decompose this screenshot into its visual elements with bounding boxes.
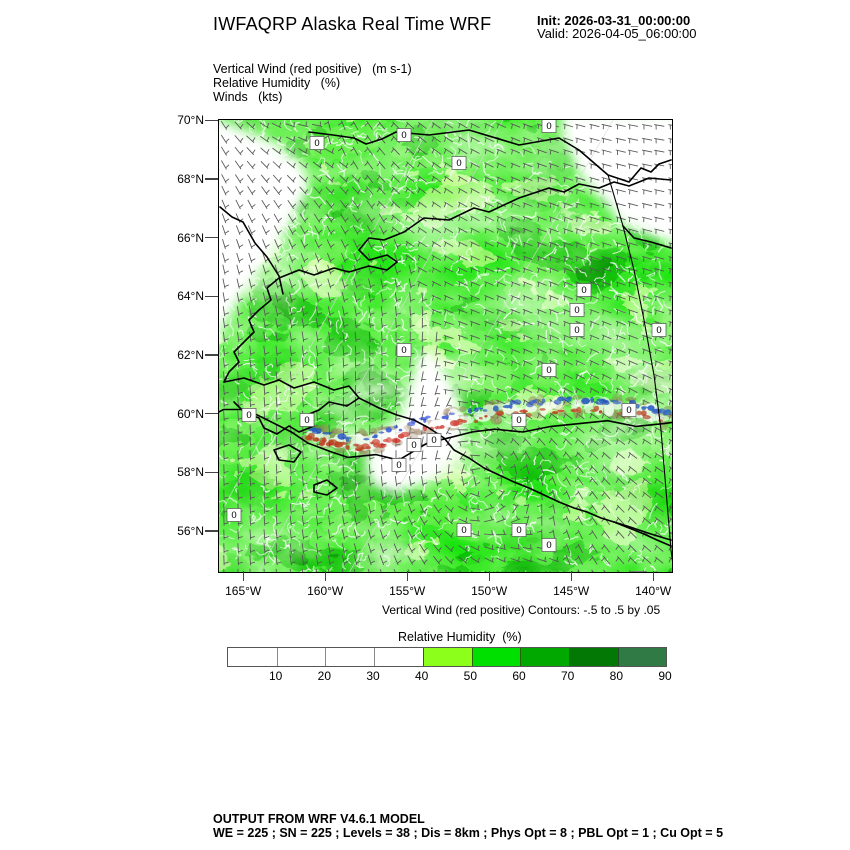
svg-text:0: 0 (574, 305, 579, 316)
svg-text:0: 0 (516, 525, 521, 536)
svg-text:0: 0 (304, 415, 309, 426)
svg-text:0: 0 (656, 325, 661, 336)
svg-text:0: 0 (314, 138, 319, 149)
svg-text:0: 0 (231, 510, 236, 521)
svg-text:0: 0 (431, 435, 436, 446)
svg-text:0: 0 (401, 345, 406, 356)
svg-text:0: 0 (581, 285, 586, 296)
svg-text:0: 0 (626, 405, 631, 416)
svg-text:0: 0 (401, 130, 406, 141)
svg-text:0: 0 (574, 325, 579, 336)
svg-text:0: 0 (456, 158, 461, 169)
svg-text:0: 0 (461, 525, 466, 536)
svg-text:0: 0 (546, 540, 551, 551)
svg-text:0: 0 (246, 410, 251, 421)
svg-text:0: 0 (411, 440, 416, 451)
svg-text:0: 0 (516, 415, 521, 426)
svg-text:0: 0 (396, 460, 401, 471)
svg-text:0: 0 (546, 121, 551, 132)
svg-text:0: 0 (546, 365, 551, 376)
